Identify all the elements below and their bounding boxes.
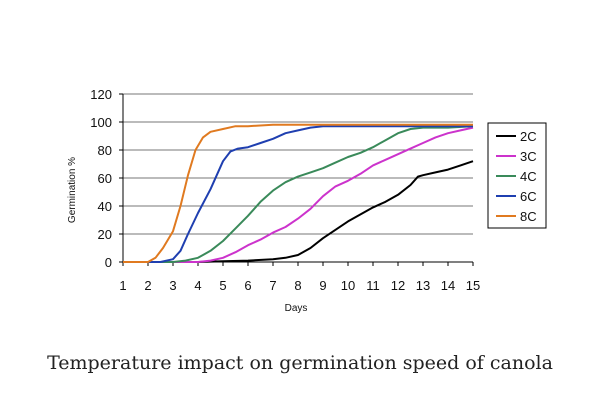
y-tick-label-6: 120 [90, 87, 112, 102]
axes [119, 93, 474, 266]
x-tick-label-8: 9 [319, 278, 326, 293]
x-tick-label-3: 4 [194, 278, 201, 293]
legend-label-3C: 3C [520, 149, 537, 164]
legend: 2C 3C 4C 6C 8C [487, 122, 547, 229]
x-tick-label-2: 3 [169, 278, 176, 293]
y-tick-label-0: 0 [105, 255, 112, 270]
series-line-6C [123, 125, 473, 263]
y-tick-label-4: 80 [98, 143, 112, 158]
y-axis-label: Germination % [67, 157, 78, 223]
y-tick-label-2: 40 [98, 199, 112, 214]
x-tick-label-12: 13 [416, 278, 430, 293]
y-tick-labels: 0 20 40 60 80 100 120 [90, 87, 112, 270]
y-tick-label-5: 100 [90, 115, 112, 130]
x-axis-label: Days [285, 303, 308, 314]
x-tick-label-7: 8 [294, 278, 301, 293]
gridlines [123, 93, 473, 235]
y-tick-label-3: 60 [98, 171, 112, 186]
series-lines [123, 123, 474, 263]
x-tick-label-5: 6 [244, 278, 251, 293]
x-tick-label-14: 15 [466, 278, 480, 293]
series-line-8C [123, 123, 473, 263]
chart-caption: Temperature impact on germination speed … [47, 352, 553, 374]
x-tick-labels: 1 2 3 4 5 6 7 8 9 10 11 12 13 14 15 [119, 278, 480, 293]
legend-label-4C: 4C [520, 169, 537, 184]
y-tick-label-1: 20 [98, 227, 112, 242]
legend-label-6C: 6C [520, 189, 537, 204]
x-tick-label-11: 12 [391, 278, 405, 293]
x-tick-label-4: 5 [219, 278, 226, 293]
x-tick-label-0: 1 [119, 278, 126, 293]
series-line-4C [123, 125, 474, 263]
x-tick-label-10: 11 [366, 278, 380, 293]
series-line-3C [123, 126, 474, 263]
x-tick-label-13: 14 [441, 278, 455, 293]
x-tick-label-1: 2 [144, 278, 151, 293]
x-tick-label-9: 10 [341, 278, 355, 293]
legend-label-2C: 2C [520, 129, 537, 144]
series-line-2C [123, 160, 474, 263]
legend-label-8C: 8C [520, 209, 537, 224]
x-tick-label-6: 7 [269, 278, 276, 293]
